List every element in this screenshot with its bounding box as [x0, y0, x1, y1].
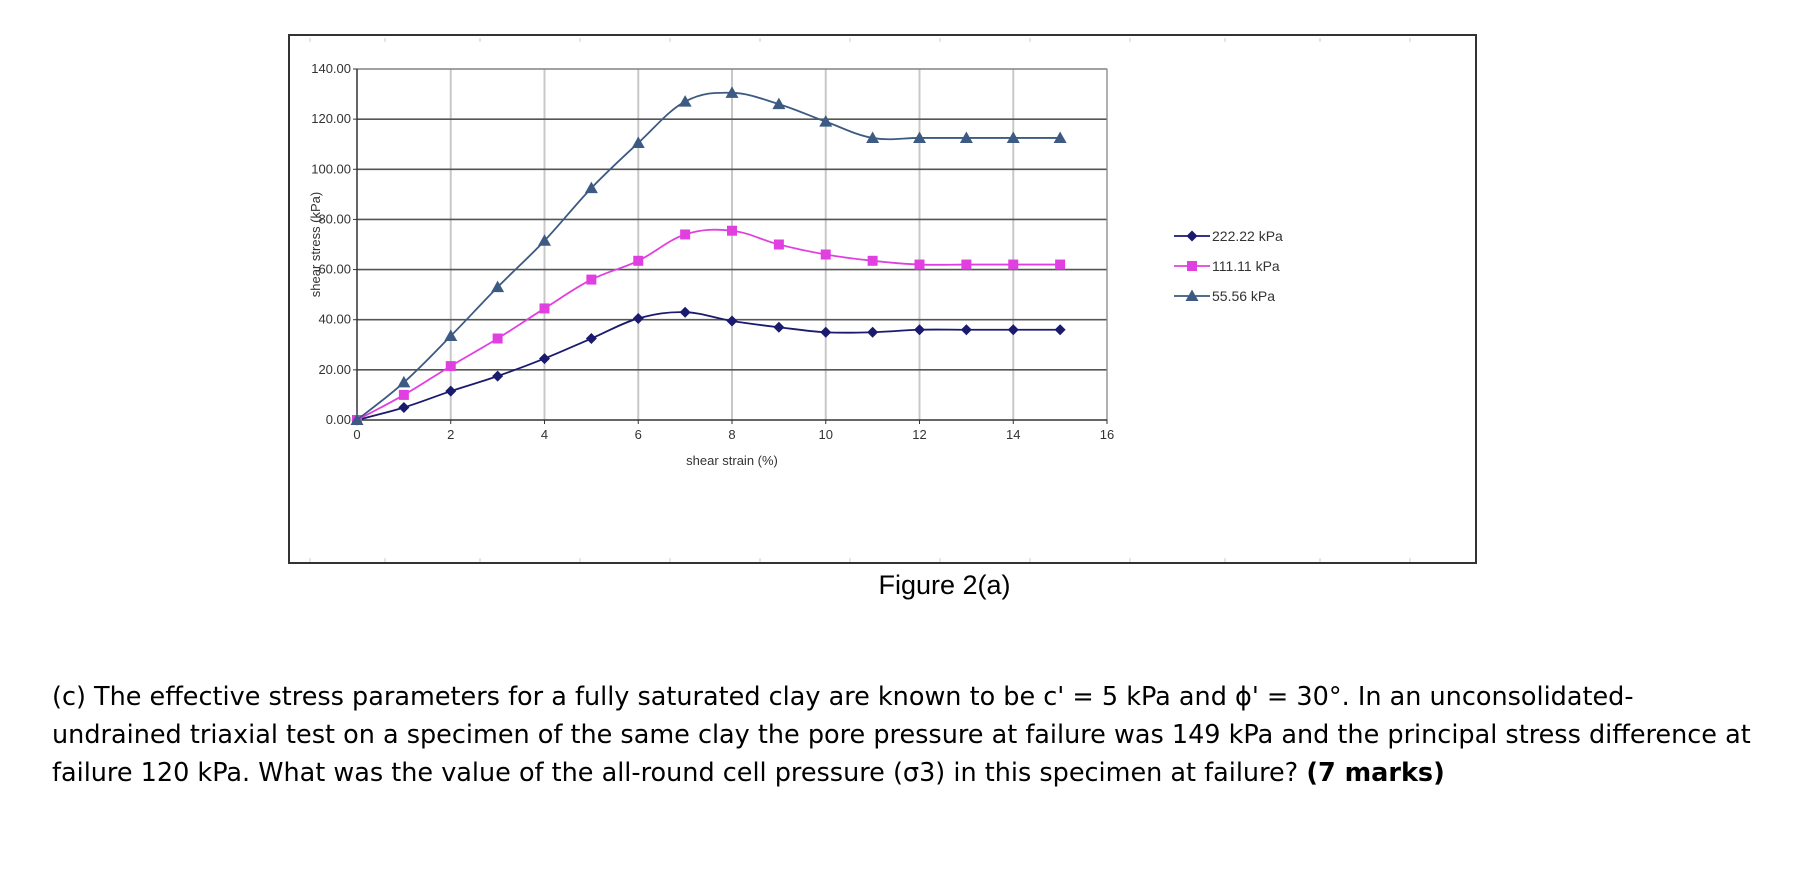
data-point: [1054, 324, 1066, 336]
data-point: [678, 95, 692, 107]
data-point: [1186, 230, 1198, 242]
data-point: [350, 413, 364, 425]
data-point: [398, 401, 410, 413]
data-point: [1006, 131, 1020, 143]
data-point: [680, 229, 691, 240]
x-tick-label: 6: [635, 427, 642, 442]
y-axis-title: shear stress (kPa): [308, 192, 323, 297]
series-1: [352, 225, 1066, 425]
data-point: [867, 255, 878, 266]
x-tick-label: 10: [819, 427, 833, 442]
data-point: [726, 315, 738, 327]
x-tick-label: 14: [1006, 427, 1020, 442]
data-point: [492, 333, 503, 344]
data-point: [445, 361, 456, 372]
data-point: [1185, 289, 1199, 301]
legend-label: 222.22 kPa: [1212, 228, 1283, 244]
chart-svg: 0.00 20.00 40.00 60.00 80.00 100.00 120.00 140.…: [308, 38, 1411, 562]
x-tick-label: 4: [541, 427, 548, 442]
data-point: [961, 259, 972, 270]
data-point: [820, 326, 832, 338]
y-tick-label: 0.00: [326, 412, 351, 427]
data-point: [586, 274, 597, 285]
legend-item: 55.56 kPa: [1174, 288, 1275, 304]
data-point: [1008, 259, 1019, 270]
data-point: [444, 329, 458, 342]
data-point: [584, 181, 598, 194]
data-point: [914, 324, 925, 336]
question-marks: (7 marks): [1306, 758, 1445, 788]
data-point: [539, 303, 550, 314]
y-tick-label: 40.00: [318, 312, 351, 327]
legend-item: 111.11 kPa: [1174, 258, 1280, 274]
y-tick-label: 120.00: [311, 111, 351, 126]
data-point: [633, 255, 644, 266]
data-point: [959, 131, 973, 143]
x-tick-label: 0: [353, 427, 360, 442]
legend-label: 111.11 kPa: [1212, 258, 1280, 274]
data-point: [866, 131, 880, 143]
data-point: [679, 306, 691, 318]
legend-item: 222.22 kPa: [1174, 228, 1283, 244]
data-point: [398, 389, 409, 400]
series-line: [356, 228, 1061, 421]
y-tick-label: 20.00: [318, 362, 351, 377]
chart-frame: 0.00 20.00 40.00 60.00 80.00 100.00 120.00 140.…: [288, 34, 1477, 564]
data-point: [773, 321, 785, 333]
legend: 222.22 kPa 111.11 kPa 55.56 kPa: [1174, 228, 1283, 304]
x-axis-title: shear strain (%): [686, 453, 778, 468]
data-point: [819, 115, 833, 127]
question-body: (c) The effective stress parameters for …: [52, 682, 1751, 788]
series-layer: [350, 86, 1067, 426]
data-point: [960, 324, 972, 336]
data-point: [397, 375, 411, 388]
legend-label: 55.56 kPa: [1212, 288, 1275, 304]
figure-caption: Figure 2(a): [878, 570, 1011, 600]
data-point: [445, 385, 457, 397]
data-point: [492, 370, 504, 382]
question-text: (c) The effective stress parameters for …: [52, 678, 1752, 792]
x-tick-label: 16: [1100, 427, 1114, 442]
series-0: [351, 306, 1066, 426]
data-point: [538, 234, 551, 246]
data-point: [631, 136, 645, 148]
data-point: [585, 333, 597, 345]
data-point: [913, 131, 926, 143]
y-tick-label: 60.00: [318, 262, 351, 277]
data-point: [725, 86, 739, 98]
data-point: [539, 353, 550, 365]
x-tick-label: 12: [912, 427, 926, 442]
series-line: [356, 311, 1061, 421]
x-tick-label: 2: [447, 427, 454, 442]
data-point: [867, 326, 879, 338]
series-2: [350, 86, 1067, 425]
data-point: [1053, 131, 1067, 143]
data-point: [914, 259, 925, 270]
data-point: [773, 239, 784, 250]
axis-layer: 0.00 20.00 40.00 60.00 80.00 100.00 120.00 140.…: [308, 61, 1114, 468]
y-tick-label: 100.00: [311, 161, 351, 176]
data-point: [727, 225, 737, 236]
series-line: [356, 91, 1061, 421]
y-tick-label: 80.00: [318, 211, 351, 226]
data-point: [1007, 324, 1019, 336]
data-point: [491, 280, 505, 293]
data-point: [772, 97, 786, 110]
data-point: [820, 249, 831, 260]
data-point: [632, 312, 644, 324]
data-point: [1187, 261, 1197, 271]
y-tick-label: 140.00: [311, 61, 351, 76]
x-tick-label: 8: [728, 427, 735, 442]
data-point: [1055, 259, 1066, 270]
